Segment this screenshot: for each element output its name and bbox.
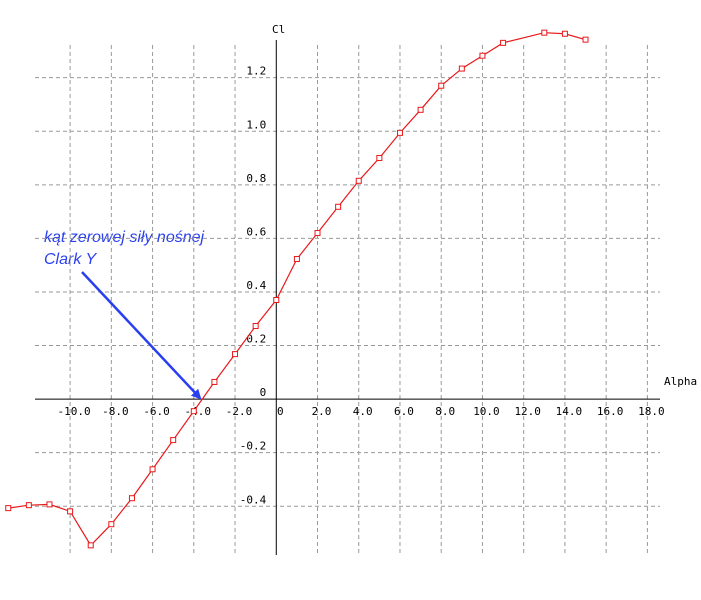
x-axis-label: Alpha: [664, 375, 697, 388]
data-point: [273, 297, 280, 303]
x-tick-label: 0: [277, 405, 284, 418]
data-point: [87, 542, 94, 549]
data-point: [335, 203, 342, 210]
x-tick-label: 18.0: [638, 405, 665, 418]
x-tick-label: 2.0: [312, 405, 332, 418]
data-point: [438, 82, 445, 89]
y-tick-label: 0.8: [246, 172, 266, 185]
y-tick-label: 0: [260, 386, 267, 399]
y-tick-label: 0.2: [246, 333, 266, 346]
data-point: [170, 437, 177, 444]
data-point: [252, 322, 259, 329]
x-tick-label: 10.0: [473, 405, 500, 418]
x-tick-label: 8.0: [435, 405, 455, 418]
data-point: [458, 65, 465, 72]
y-tick-label: 1.2: [246, 65, 266, 78]
x-tick-label: 4.0: [353, 405, 373, 418]
x-tick-label: -10.0: [58, 405, 91, 418]
data-point: [396, 129, 403, 136]
data-line: [8, 32, 586, 547]
x-tick-label: -8.0: [102, 405, 129, 418]
data-point: [376, 155, 383, 162]
data-point: [314, 230, 321, 237]
data-point: [128, 495, 135, 502]
annotation: Clark Y: [44, 251, 97, 268]
data-point: [479, 52, 486, 59]
data-point: [582, 36, 589, 43]
x-tick-label: 16.0: [597, 405, 624, 418]
data-point: [211, 378, 218, 385]
x-tick-label: 12.0: [514, 405, 541, 418]
annotation: kąt zerowej siły nośnej: [44, 229, 205, 246]
x-tick-label: -2.0: [226, 405, 253, 418]
x-tick-label: 14.0: [556, 405, 583, 418]
data-point: [46, 501, 53, 508]
annotation-arrow: [81, 271, 202, 400]
y-tick-label: -0.4: [240, 493, 267, 506]
y-tick-label: -0.2: [240, 440, 267, 453]
data-point: [541, 29, 548, 36]
data-point: [561, 30, 568, 37]
data-point: [293, 256, 300, 263]
data-point: [149, 466, 156, 473]
x-tick-label: -6.0: [143, 405, 170, 418]
x-tick-label: -4.0: [185, 405, 212, 418]
y-tick-label: 0.6: [246, 225, 266, 238]
data-point: [500, 39, 507, 46]
data-point: [108, 521, 115, 528]
x-tick-label: 6.0: [394, 405, 414, 418]
data-point: [232, 351, 239, 358]
data-point: [25, 502, 32, 509]
data-point: [67, 508, 74, 515]
y-tick-label: 0.4: [246, 279, 266, 292]
data-point: [190, 408, 197, 415]
y-axis-label: Cl: [272, 23, 285, 36]
data-point: [417, 106, 424, 113]
data-point: [5, 505, 12, 512]
data-point: [355, 177, 362, 184]
y-tick-label: 1.0: [246, 118, 266, 131]
